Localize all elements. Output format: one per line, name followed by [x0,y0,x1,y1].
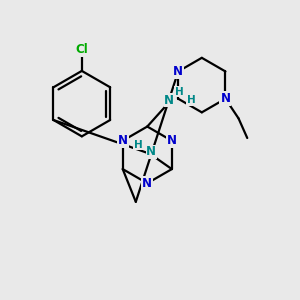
Text: H: H [134,140,142,150]
Text: N: N [173,65,183,78]
Text: N: N [164,94,174,107]
Text: Cl: Cl [75,43,88,56]
Text: N: N [118,134,128,147]
Text: N: N [220,92,230,105]
Text: N: N [146,145,156,158]
Text: H: H [175,87,183,97]
Text: N: N [167,134,177,147]
Text: H: H [187,95,195,105]
Text: N: N [142,177,152,190]
